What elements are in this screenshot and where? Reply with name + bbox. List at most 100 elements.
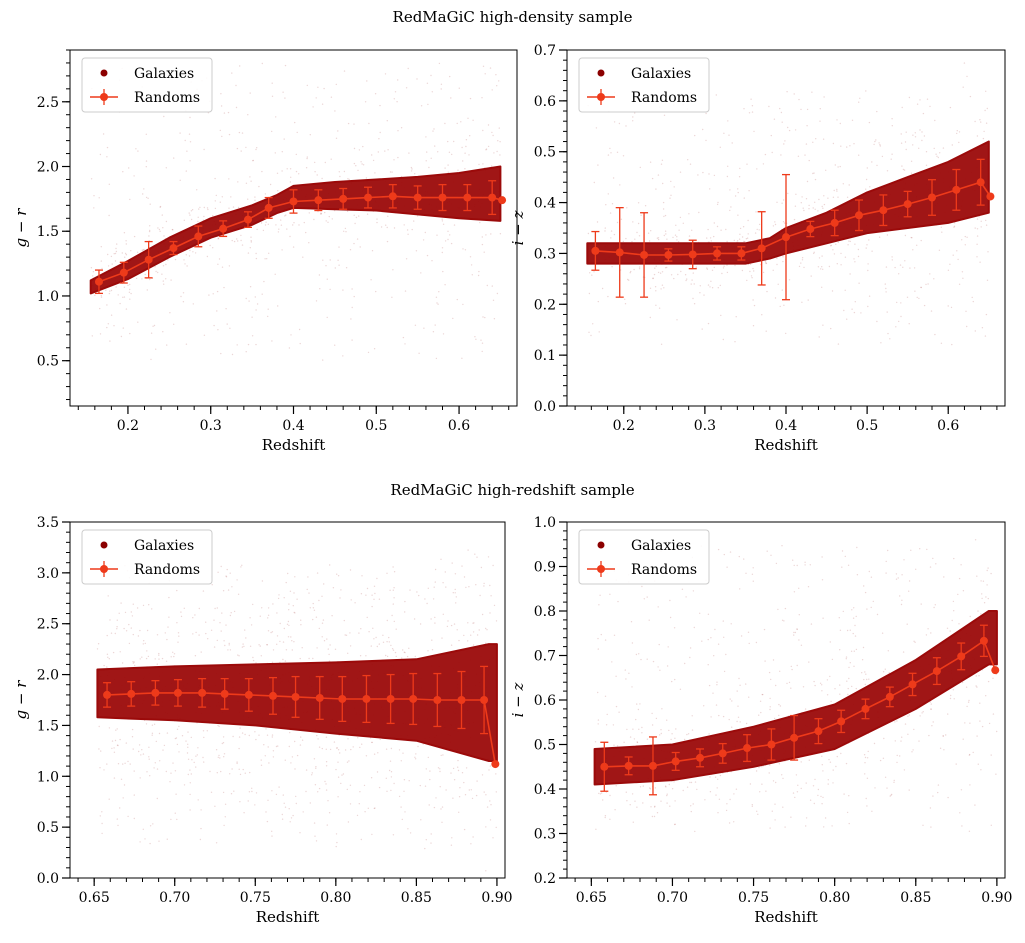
galaxy-point bbox=[912, 134, 914, 136]
galaxy-point bbox=[499, 154, 501, 156]
galaxy-point bbox=[402, 336, 405, 339]
y-tick-label: 0.5 bbox=[37, 820, 59, 836]
galaxy-point bbox=[733, 793, 735, 795]
galaxy-point bbox=[956, 130, 958, 132]
galaxy-point bbox=[791, 668, 793, 671]
galaxy-point bbox=[229, 649, 232, 651]
galaxy-point bbox=[752, 567, 754, 569]
galaxy-point bbox=[140, 754, 142, 756]
galaxy-point bbox=[249, 771, 251, 774]
galaxy-point bbox=[782, 777, 784, 780]
galaxy-point bbox=[349, 249, 352, 251]
galaxy-point bbox=[414, 324, 417, 326]
galaxy-point bbox=[796, 664, 798, 667]
y-tick-label: 0.2 bbox=[534, 297, 556, 313]
galaxy-point bbox=[186, 265, 188, 267]
galaxy-point bbox=[597, 648, 599, 650]
galaxy-point bbox=[901, 165, 903, 167]
galaxy-point bbox=[449, 75, 451, 78]
galaxy-point bbox=[151, 732, 154, 734]
galaxy-point bbox=[610, 230, 613, 232]
galaxy-point bbox=[129, 288, 131, 291]
galaxy-point bbox=[710, 240, 712, 242]
galaxy-point bbox=[668, 783, 670, 786]
galaxy-point bbox=[370, 645, 372, 647]
galaxy-point bbox=[840, 752, 842, 755]
galaxy-point bbox=[296, 131, 298, 134]
galaxy-point bbox=[392, 649, 395, 651]
galaxy-point bbox=[902, 168, 905, 171]
galaxy-point bbox=[373, 348, 376, 350]
galaxy-point bbox=[326, 638, 328, 640]
galaxy-point bbox=[395, 655, 397, 658]
galaxy-point bbox=[886, 170, 889, 172]
galaxy-point bbox=[890, 794, 892, 796]
galaxy-point bbox=[981, 597, 983, 600]
galaxy-point bbox=[457, 759, 459, 762]
randoms-point bbox=[624, 761, 633, 770]
galaxy-point bbox=[229, 327, 231, 329]
galaxy-point bbox=[163, 744, 166, 747]
galaxy-point bbox=[418, 594, 420, 597]
galaxy-point bbox=[227, 589, 230, 591]
galaxy-point bbox=[776, 257, 778, 259]
galaxy-point bbox=[240, 234, 242, 237]
galaxy-point bbox=[781, 202, 783, 204]
galaxy-point bbox=[754, 232, 757, 234]
galaxy-point bbox=[438, 291, 440, 293]
galaxy-point bbox=[884, 668, 886, 670]
galaxy-point bbox=[444, 240, 447, 242]
galaxy-point bbox=[142, 753, 145, 755]
galaxy-point bbox=[321, 595, 323, 597]
galaxy-point bbox=[451, 153, 453, 156]
galaxy-point bbox=[847, 564, 850, 566]
galaxy-point bbox=[636, 806, 638, 808]
galaxy-point bbox=[666, 802, 668, 804]
galaxy-point bbox=[215, 842, 218, 844]
galaxy-point bbox=[309, 607, 311, 609]
galaxy-point bbox=[397, 156, 399, 159]
galaxy-point bbox=[345, 634, 348, 636]
galaxy-point bbox=[764, 260, 767, 262]
galaxy-point bbox=[796, 791, 799, 793]
galaxy-point bbox=[916, 244, 918, 246]
galaxy-point bbox=[340, 782, 342, 785]
galaxy-point bbox=[801, 196, 803, 198]
galaxy-point bbox=[370, 279, 372, 281]
galaxy-point bbox=[456, 629, 458, 631]
galaxy-point bbox=[479, 221, 481, 224]
galaxy-point bbox=[706, 237, 708, 239]
galaxy-point bbox=[279, 640, 281, 643]
galaxy-point bbox=[271, 340, 273, 342]
galaxy-point bbox=[651, 712, 653, 715]
galaxy-point bbox=[830, 700, 832, 703]
galaxy-point bbox=[489, 819, 492, 821]
galaxy-point bbox=[139, 629, 141, 632]
randoms-point bbox=[243, 215, 252, 224]
galaxy-point bbox=[476, 634, 479, 636]
galaxy-point bbox=[141, 656, 143, 658]
randoms-point bbox=[103, 690, 112, 699]
galaxy-point bbox=[420, 819, 422, 821]
x-tick-label: 0.6 bbox=[937, 418, 959, 434]
galaxy-point bbox=[312, 607, 315, 609]
galaxy-point bbox=[908, 96, 911, 99]
galaxy-point bbox=[634, 238, 636, 240]
galaxy-point bbox=[972, 751, 974, 754]
galaxy-point bbox=[275, 745, 278, 748]
galaxy-point bbox=[808, 204, 810, 207]
galaxy-point bbox=[604, 227, 606, 229]
galaxy-point bbox=[654, 787, 657, 789]
galaxy-point bbox=[131, 728, 134, 731]
galaxy-point bbox=[165, 263, 167, 266]
galaxy-point bbox=[751, 573, 754, 575]
galaxy-point bbox=[821, 755, 823, 757]
galaxy-point bbox=[139, 841, 141, 843]
galaxy-point bbox=[592, 323, 594, 325]
galaxy-point bbox=[604, 815, 607, 817]
y-axis-label: i − z bbox=[509, 683, 527, 718]
galaxy-point bbox=[995, 773, 997, 775]
galaxy-point bbox=[853, 143, 855, 145]
galaxy-point bbox=[886, 311, 888, 313]
galaxy-point bbox=[349, 632, 351, 634]
